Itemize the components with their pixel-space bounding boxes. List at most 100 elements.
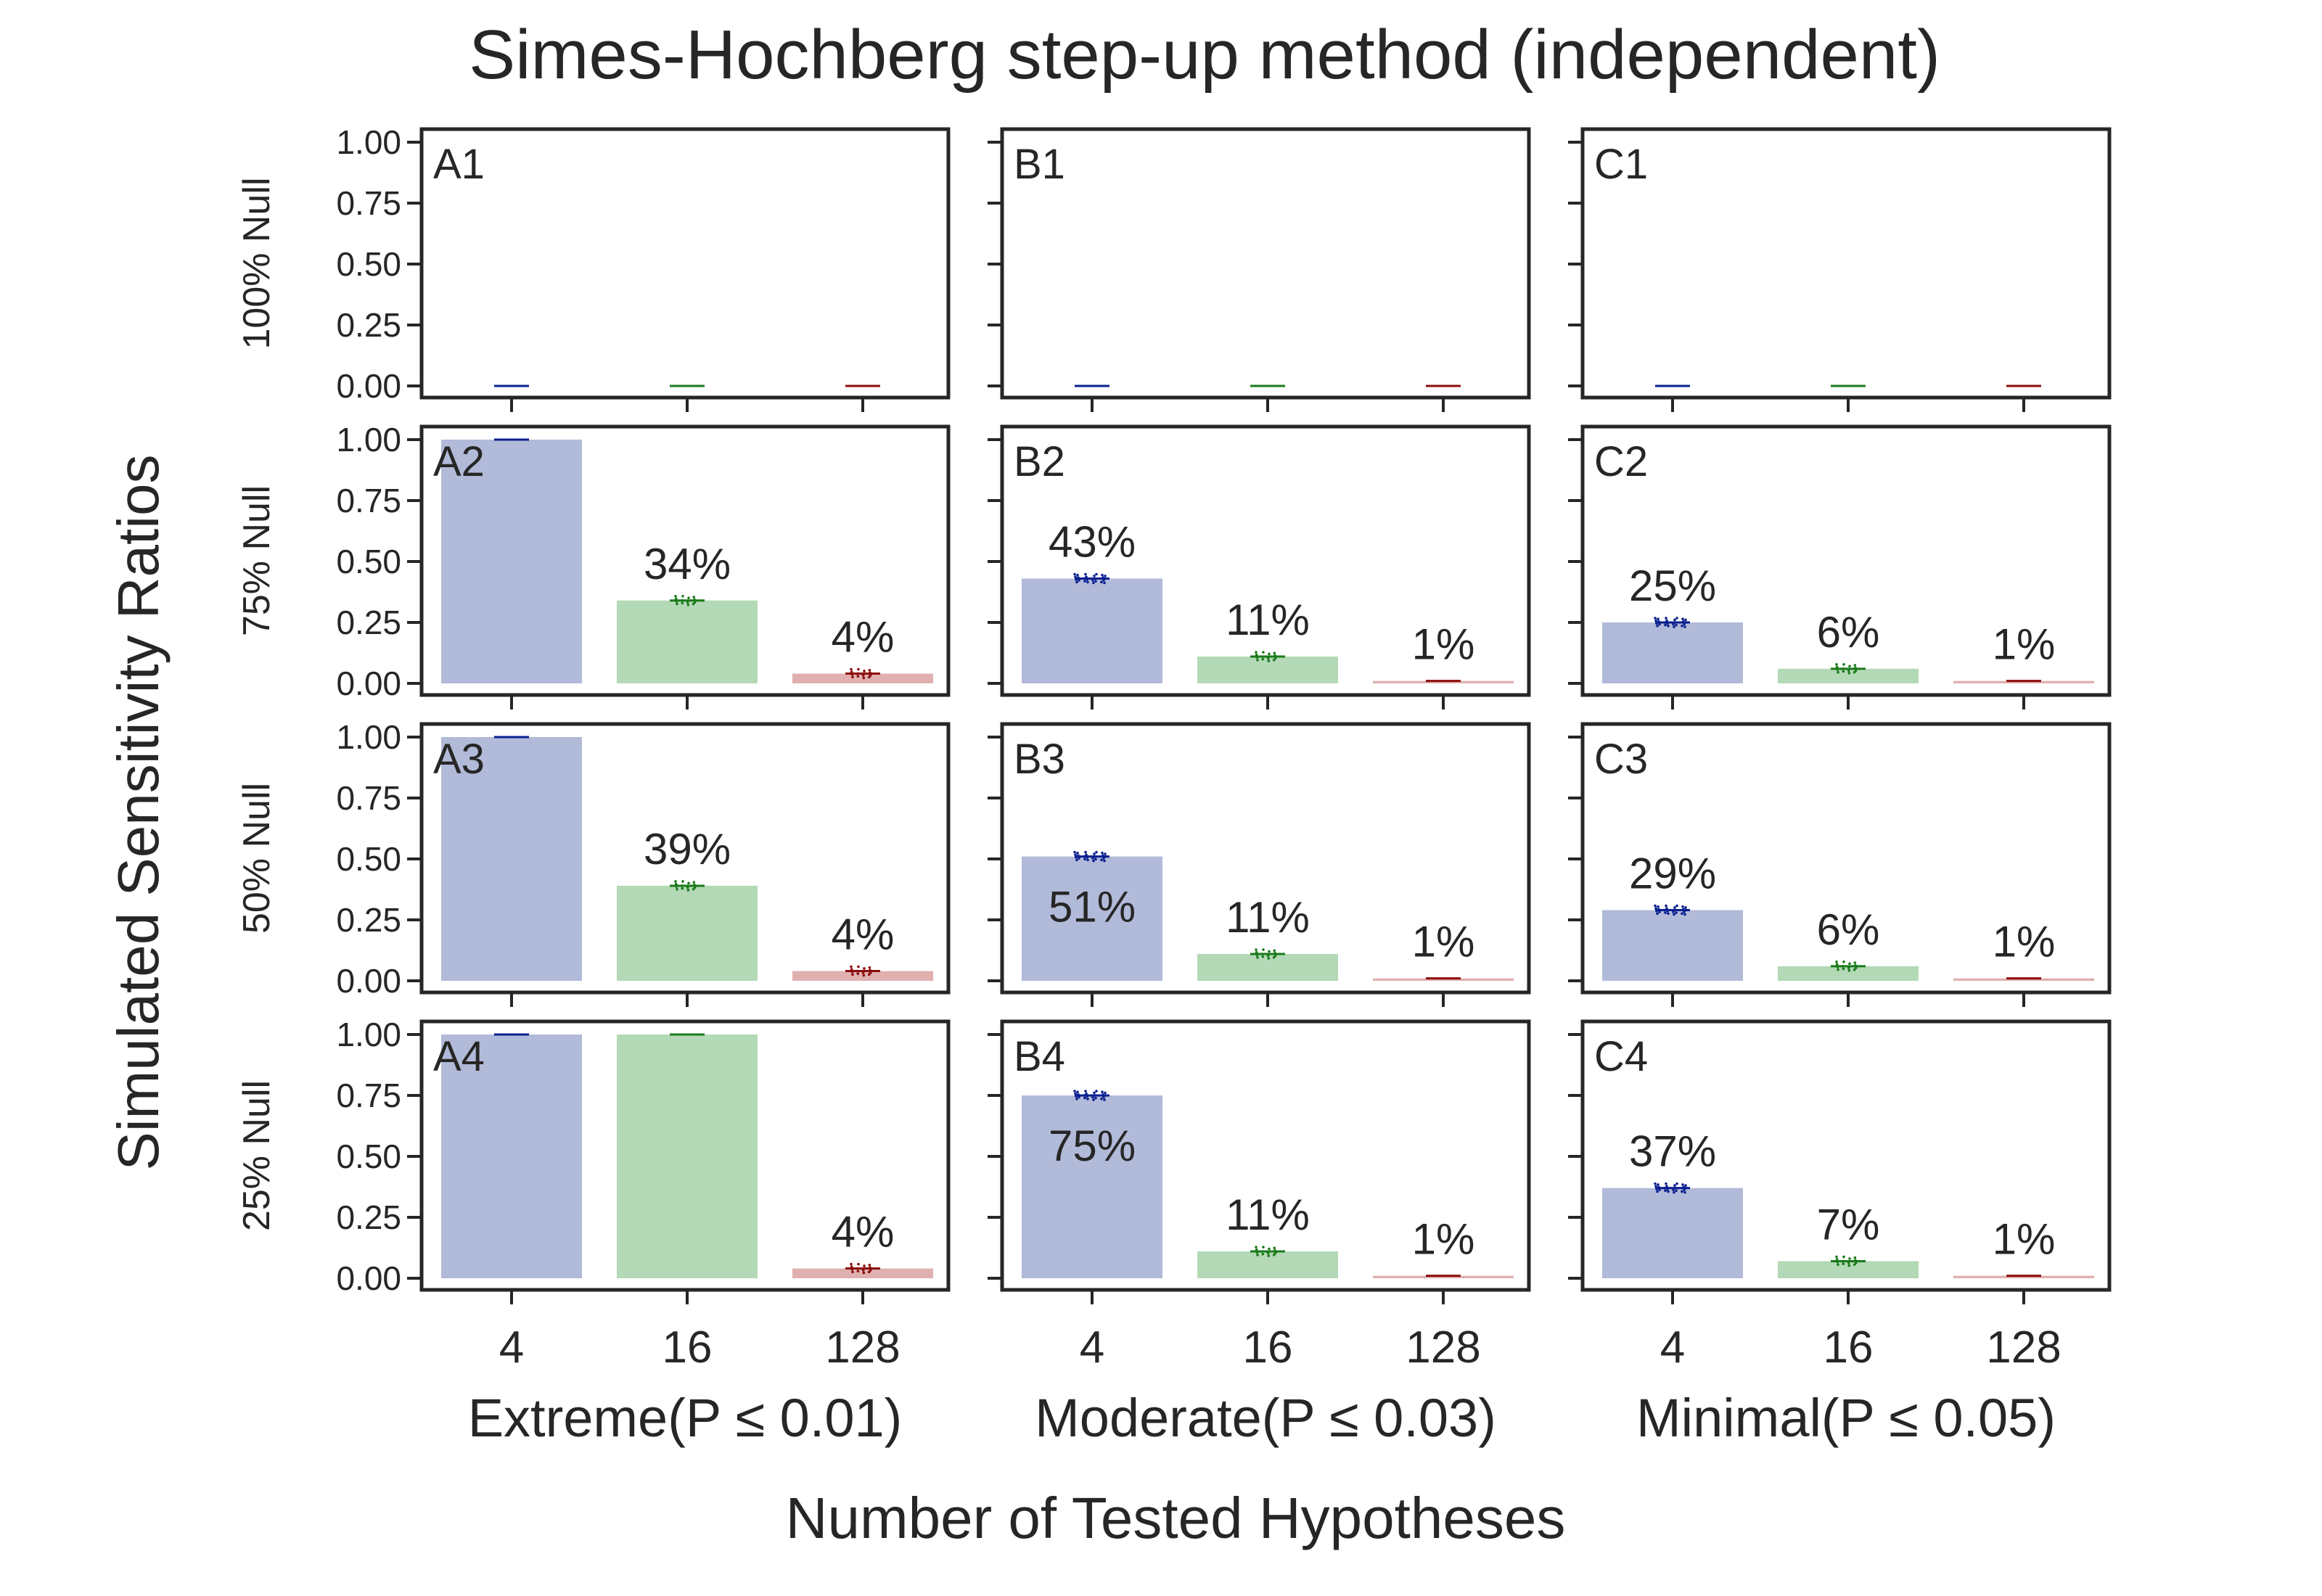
- panel-label-B1: B1: [1014, 141, 1065, 188]
- value-label-C4-16: 7%: [1817, 1200, 1880, 1249]
- bar-B4-128: [1373, 1275, 1514, 1278]
- figure-title: Simes-Hochberg step-up method (independe…: [469, 16, 1940, 94]
- points-C4-16: [1835, 1255, 1858, 1267]
- y-tick-label: 0.25: [336, 1198, 401, 1236]
- panel-A3: 39% 4% A3 0.00 0.25 0.50 0.75 1.00 50% Null: [236, 718, 951, 1007]
- points-B2-4: [1073, 572, 1107, 585]
- value-label-B4-4: 75%: [1049, 1122, 1136, 1170]
- bar-B2-4: [1022, 578, 1162, 683]
- y-tick-label: 0.50: [336, 245, 401, 283]
- x-axis-label: Number of Tested Hypotheses: [786, 1486, 1566, 1550]
- x-tick-label: 16: [1823, 1323, 1874, 1373]
- panel-label-C4: C4: [1594, 1033, 1648, 1080]
- y-tick-label: 0.75: [336, 779, 401, 817]
- panel-C2: 25% 6% 1% C2: [1568, 424, 2112, 709]
- row-label: 100% Null: [236, 177, 278, 349]
- panel-label-B3: B3: [1014, 736, 1065, 783]
- y-tick-label: 0.50: [336, 543, 401, 580]
- panel-label-A3: A3: [433, 736, 485, 783]
- panels: A1 0.00 0.25 0.50 0.75 1.00 100% Null B1 C1 34% 4%…: [236, 123, 2112, 1448]
- panel-A1: A1 0.00 0.25 0.50 0.75 1.00 100% Null: [236, 123, 951, 412]
- value-label-B3-4: 51%: [1049, 883, 1136, 931]
- panel-label-A2: A2: [433, 438, 485, 485]
- y-tick-label: 1.00: [336, 123, 401, 161]
- bar-C4-16: [1778, 1261, 1919, 1278]
- frame-C1: [1580, 127, 2112, 400]
- bar-C4-4: [1602, 1188, 1743, 1278]
- bar-B3-128: [1373, 978, 1514, 981]
- bar-A2-16: [617, 600, 758, 683]
- points-A2-16: [674, 594, 697, 606]
- y-tick-label: 0.00: [336, 962, 401, 1000]
- y-tick-label: 0.00: [336, 367, 401, 405]
- y-tick-label: 0.50: [336, 840, 401, 878]
- panel-C1: C1: [1568, 127, 2112, 412]
- bar-B2-128: [1373, 680, 1514, 683]
- points-A2-128: [850, 667, 872, 680]
- panel-B1: B1: [988, 127, 1531, 412]
- bar-A2-4: [441, 440, 582, 683]
- value-label-A4-128: 4%: [832, 1208, 895, 1256]
- value-label-B2-128: 1%: [1412, 620, 1475, 669]
- column-label: Extreme(P ≤ 0.01): [468, 1388, 903, 1448]
- y-tick-label: 0.25: [336, 306, 401, 344]
- value-label-C3-128: 1%: [1993, 918, 2056, 966]
- points-B3-4: [1073, 850, 1107, 863]
- points-C2-16: [1835, 663, 1858, 675]
- panel-B4: 75% 11% 1% B4 4 16 128 Moderate(P ≤ 0.03): [988, 1019, 1531, 1448]
- bar-A3-16: [617, 885, 758, 981]
- value-label-B4-16: 11%: [1226, 1190, 1310, 1239]
- points-A4-128: [850, 1262, 872, 1275]
- bar-C2-4: [1602, 622, 1743, 683]
- panel-label-A1: A1: [433, 141, 485, 188]
- points-C2-4: [1654, 617, 1688, 628]
- panel-B2: 43% 11% 1% B2: [988, 424, 1531, 709]
- points-A3-16: [674, 880, 697, 892]
- y-tick-label: 0.75: [336, 1077, 401, 1114]
- value-label-B4-128: 1%: [1412, 1215, 1475, 1264]
- panel-B3: 51% 11% 1% B3: [988, 722, 1531, 1007]
- x-tick-label: 128: [1406, 1323, 1480, 1373]
- panel-A4: 4% A4 0.00 0.25 0.50 0.75 1.00 25% Null 4 16 128 Ex…: [236, 1016, 951, 1448]
- panel-label-C3: C3: [1594, 736, 1648, 783]
- bar-B4-4: [1022, 1095, 1162, 1278]
- y-tick-label: 0.50: [336, 1138, 401, 1175]
- panel-label-C1: C1: [1594, 141, 1648, 188]
- panel-label-A4: A4: [433, 1033, 485, 1080]
- y-tick-label: 0.25: [336, 901, 401, 939]
- value-label-C3-16: 6%: [1817, 905, 1880, 954]
- row-label: 50% Null: [236, 783, 278, 934]
- bar-C2-128: [1953, 680, 2094, 683]
- y-tick-label: 1.00: [336, 718, 401, 756]
- value-label-C4-4: 37%: [1629, 1127, 1716, 1176]
- value-label-A3-128: 4%: [832, 910, 895, 959]
- x-tick-label: 128: [825, 1323, 900, 1373]
- points-A3-128: [850, 965, 872, 977]
- row-label: 75% Null: [236, 485, 278, 636]
- value-label-B3-128: 1%: [1412, 918, 1475, 966]
- value-label-B2-4: 43%: [1049, 518, 1136, 567]
- x-tick-label: 16: [662, 1323, 713, 1373]
- bar-C2-16: [1778, 668, 1919, 683]
- y-tick-label: 0.25: [336, 604, 401, 641]
- points-B2-16: [1255, 651, 1277, 662]
- bar-C3-4: [1602, 910, 1743, 981]
- panel-A2: 34% 4% A2 0.00 0.25 0.50 0.75 1.00 75% Null: [236, 421, 951, 709]
- bar-A4-16: [617, 1034, 758, 1278]
- y-axis-label: Simulated Sensitivity Ratios: [106, 454, 171, 1170]
- y-tick-label: 0.75: [336, 184, 401, 222]
- y-tick-label: 1.00: [336, 1016, 401, 1053]
- value-label-B2-16: 11%: [1226, 596, 1310, 644]
- value-label-C2-16: 6%: [1817, 608, 1880, 657]
- points-C3-4: [1654, 904, 1688, 916]
- value-label-C2-4: 25%: [1629, 562, 1716, 610]
- x-tick-label: 4: [1660, 1323, 1685, 1373]
- panel-C3: 29% 6% 1% C3: [1568, 722, 2112, 1007]
- points-B4-16: [1255, 1246, 1277, 1257]
- x-tick-label: 4: [1080, 1323, 1104, 1373]
- bar-A4-4: [441, 1034, 582, 1278]
- bar-C3-16: [1778, 966, 1919, 981]
- x-tick-label: 16: [1243, 1323, 1293, 1373]
- panel-label-C2: C2: [1594, 438, 1648, 485]
